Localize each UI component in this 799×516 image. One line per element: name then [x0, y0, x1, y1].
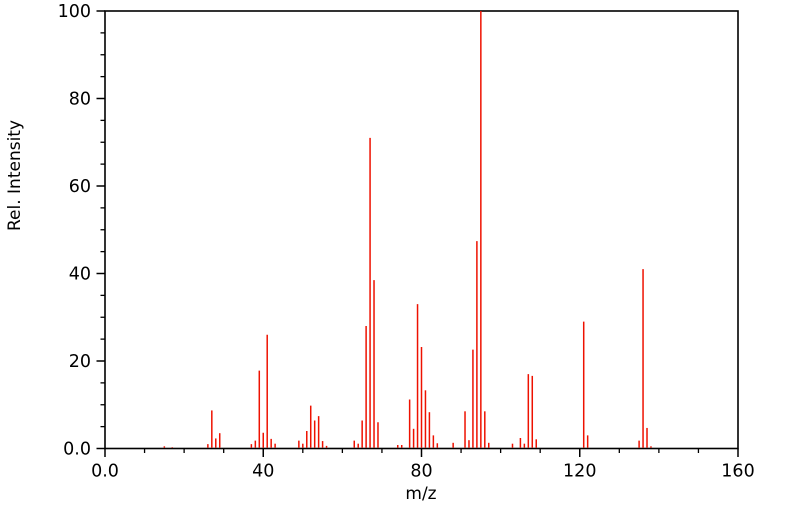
y-tick-label: 80 [69, 90, 91, 110]
x-tick-label: 120 [563, 462, 596, 482]
y-tick-label: 100 [58, 2, 91, 22]
y-tick-label: 60 [69, 177, 91, 197]
y-axis-title: Rel. Intensity [5, 119, 25, 231]
x-tick-label: 160 [721, 462, 754, 482]
x-tick-label: 40 [252, 462, 274, 482]
x-tick-label: 0.0 [91, 462, 119, 482]
y-tick-label: 20 [69, 352, 91, 372]
y-tick-label: 40 [69, 265, 91, 285]
x-tick-label: 80 [410, 462, 432, 482]
x-axis-title: m/z [405, 484, 437, 504]
y-tick-label: 0.0 [63, 440, 91, 460]
